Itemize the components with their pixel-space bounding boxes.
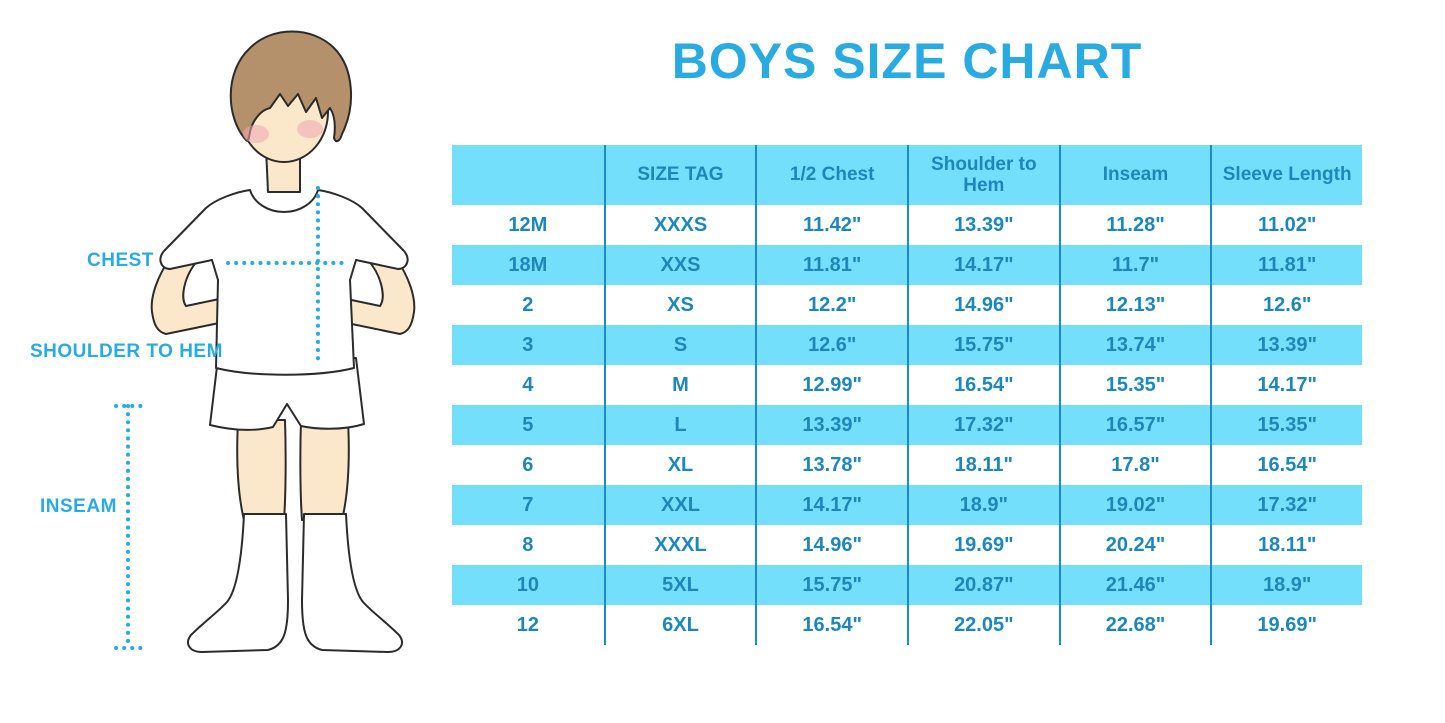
table-cell: 10 xyxy=(516,573,539,596)
table-cell: 17.32" xyxy=(1210,485,1362,525)
column-header xyxy=(452,145,604,205)
table-row: 2 XS 12.2" 14.96" 12.13" 12.6" xyxy=(452,285,1362,325)
table-row: 5 L 13.39" 17.32" 16.57" 15.35" xyxy=(452,405,1362,445)
table-cell: 14.96" xyxy=(907,285,1059,325)
table-cell: 7 xyxy=(522,493,534,516)
column-header: Sleeve Length xyxy=(1210,145,1362,205)
table-cell: 11.7" xyxy=(1058,245,1211,285)
table-cell: 15.35" xyxy=(1210,405,1362,445)
table-cell: 19.02" xyxy=(1058,485,1211,525)
table-cell: 19.69" xyxy=(907,525,1059,565)
table-cell: 16.57" xyxy=(1058,405,1211,445)
table-cell: 13.39" xyxy=(755,405,907,445)
table-cell: 18.11" xyxy=(907,445,1059,485)
table-cell: 3 xyxy=(522,333,534,356)
table-cell: 12.6" xyxy=(1210,285,1362,325)
table-cell: 15.75" xyxy=(755,565,907,605)
table-cell: 12M xyxy=(508,213,548,236)
table-cell: 11.28" xyxy=(1058,205,1211,245)
table-row: 10 5XL 15.75" 20.87" 21.46" 18.9" xyxy=(452,565,1362,605)
chest-label: CHEST xyxy=(87,250,154,271)
table-cell: M xyxy=(603,365,756,405)
table-row: 12 6XL 16.54" 22.05" 22.68" 19.69" xyxy=(452,605,1362,645)
page-title: BOYS SIZE CHART xyxy=(671,33,1143,89)
table-cell: 12.6" xyxy=(755,325,907,365)
table-cell: 14.17" xyxy=(907,245,1059,285)
table-cell: L xyxy=(603,405,756,445)
table-cell: 14.96" xyxy=(755,525,907,565)
measurement-diagram: CHEST SHOULDER TO HEM INSEAM xyxy=(0,0,452,723)
table-cell: 14.17" xyxy=(1210,365,1362,405)
table-row: 18M XXS 11.81" 14.17" 11.7" 11.81" xyxy=(452,245,1362,285)
table-cell: 2 xyxy=(522,293,534,316)
table-cell: 13.39" xyxy=(907,205,1059,245)
table-cell: 22.05" xyxy=(907,605,1059,645)
table-cell: 6 xyxy=(522,453,534,476)
table-cell: 4 xyxy=(522,373,534,396)
table-cell: 16.54" xyxy=(907,365,1059,405)
table-cell: 5XL xyxy=(603,565,756,605)
table-cell: 16.54" xyxy=(1210,445,1362,485)
table-cell: 6XL xyxy=(603,605,756,645)
table-cell: 12.99" xyxy=(755,365,907,405)
table-cell: 15.35" xyxy=(1058,365,1211,405)
column-header: Shoulder to Hem xyxy=(907,145,1059,205)
table-cell: 12.2" xyxy=(755,285,907,325)
table-cell: XXL xyxy=(603,485,756,525)
table-cell: 18.9" xyxy=(1210,565,1362,605)
table-cell: 21.46" xyxy=(1058,565,1211,605)
table-cell: 20.24" xyxy=(1058,525,1211,565)
table-cell: 5 xyxy=(522,413,534,436)
table-cell: 20.87" xyxy=(907,565,1059,605)
table-cell: 13.74" xyxy=(1058,325,1211,365)
table-cell: 11.42" xyxy=(755,205,907,245)
table-cell: 17.32" xyxy=(907,405,1059,445)
column-header: 1/2 Chest xyxy=(755,145,907,205)
column-header: Inseam xyxy=(1058,145,1211,205)
table-cell: XXXL xyxy=(603,525,756,565)
table-cell: 14.17" xyxy=(755,485,907,525)
size-table: SIZE TAG 1/2 Chest Shoulder to Hem Insea… xyxy=(452,145,1362,645)
table-cell: 11.81" xyxy=(755,245,907,285)
table-cell: 15.75" xyxy=(907,325,1059,365)
inseam-label: INSEAM xyxy=(40,496,117,517)
table-cell: 18.11" xyxy=(1210,525,1362,565)
column-header: SIZE TAG xyxy=(603,145,756,205)
table-cell: XXXS xyxy=(603,205,756,245)
table-cell: 12 xyxy=(516,613,539,636)
table-row: 6 XL 13.78" 18.11" 17.8" 16.54" xyxy=(452,445,1362,485)
table-header-row: SIZE TAG 1/2 Chest Shoulder to Hem Insea… xyxy=(452,145,1362,205)
table-cell: 13.78" xyxy=(755,445,907,485)
table-row: 4 M 12.99" 16.54" 15.35" 14.17" xyxy=(452,365,1362,405)
table-cell: S xyxy=(603,325,756,365)
table-row: 3 S 12.6" 15.75" 13.74" 13.39" xyxy=(452,325,1362,365)
table-cell: XXS xyxy=(603,245,756,285)
table-cell: 17.8" xyxy=(1058,445,1211,485)
table-cell: 11.81" xyxy=(1210,245,1362,285)
table-cell: 13.39" xyxy=(1210,325,1362,365)
table-cell: 12.13" xyxy=(1058,285,1211,325)
table-cell: XS xyxy=(603,285,756,325)
table-row: 12M XXXS 11.42" 13.39" 11.28" 11.02" xyxy=(452,205,1362,245)
table-cell: 22.68" xyxy=(1058,605,1211,645)
boy-figure-illustration xyxy=(114,30,416,653)
table-cell: 18M xyxy=(508,253,548,276)
table-cell: 19.69" xyxy=(1210,605,1362,645)
table-cell: 8 xyxy=(522,533,534,556)
table-row: 8 XXXL 14.96" 19.69" 20.24" 18.11" xyxy=(452,525,1362,565)
shoulder-to-hem-label: SHOULDER TO HEM xyxy=(30,341,223,362)
table-cell: 11.02" xyxy=(1210,205,1362,245)
table-row: 7 XXL 14.17" 18.9" 19.02" 17.32" xyxy=(452,485,1362,525)
table-cell: 18.9" xyxy=(907,485,1059,525)
table-cell: XL xyxy=(603,445,756,485)
table-cell: 16.54" xyxy=(755,605,907,645)
